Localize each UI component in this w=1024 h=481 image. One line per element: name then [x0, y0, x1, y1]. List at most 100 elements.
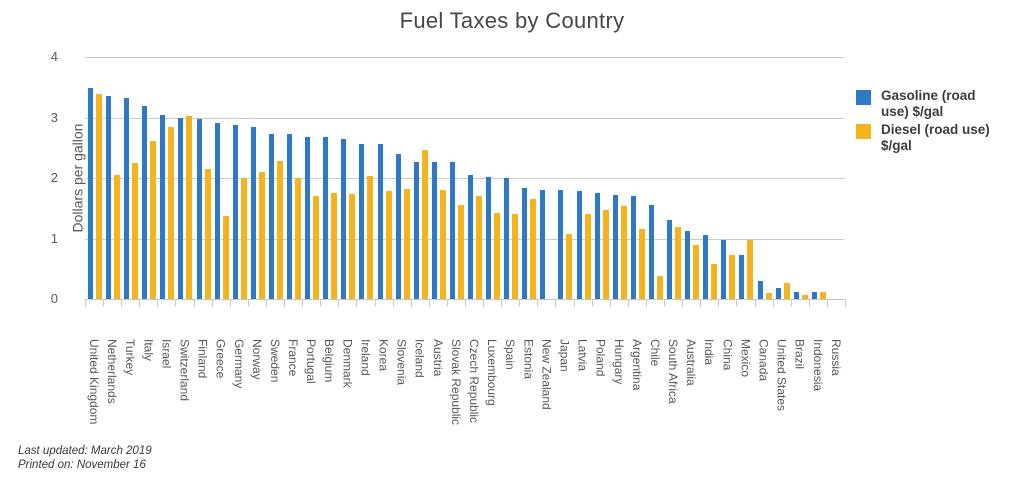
- bar-diesel-japan[interactable]: [566, 233, 573, 299]
- bar-gasoline-luxembourg[interactable]: [486, 177, 492, 299]
- bar-gasoline-france[interactable]: [287, 134, 293, 299]
- bar-diesel-denmark[interactable]: [349, 193, 356, 299]
- bar-diesel-sweden[interactable]: [276, 161, 283, 299]
- bar-gasoline-japan[interactable]: [558, 190, 564, 299]
- bar-diesel-korea[interactable]: [385, 191, 392, 299]
- bar-gasoline-norway[interactable]: [250, 126, 256, 299]
- bar-diesel-luxembourg[interactable]: [494, 213, 501, 299]
- legend-item-gasoline[interactable]: Gasoline (road use) $/gal: [856, 88, 1016, 120]
- bar-diesel-united-states[interactable]: [783, 283, 790, 299]
- bar-gasoline-south-africa[interactable]: [667, 220, 673, 299]
- bar-gasoline-turkey[interactable]: [124, 98, 130, 299]
- x-axis-tick: [754, 299, 756, 307]
- bar-diesel-south-africa[interactable]: [675, 227, 682, 299]
- bar-gasoline-canada[interactable]: [757, 281, 763, 299]
- bar-gasoline-slovak-republic[interactable]: [449, 162, 455, 299]
- bar-gasoline-italy[interactable]: [142, 106, 148, 299]
- bar-diesel-mexico[interactable]: [747, 239, 754, 299]
- bar-gasoline-argentina[interactable]: [630, 196, 636, 299]
- legend-item-diesel[interactable]: Diesel (road use) $/gal: [856, 122, 1016, 154]
- bar-diesel-canada[interactable]: [765, 292, 772, 299]
- bar-diesel-india[interactable]: [711, 263, 718, 299]
- bar-gasoline-poland[interactable]: [594, 193, 600, 299]
- bar-diesel-germany[interactable]: [240, 178, 247, 299]
- bar-diesel-australia[interactable]: [693, 244, 700, 299]
- bar-gasoline-iceland[interactable]: [413, 162, 419, 299]
- bar-gasoline-chile[interactable]: [648, 205, 654, 299]
- bar-diesel-slovak-republic[interactable]: [457, 204, 464, 299]
- bar-diesel-chile[interactable]: [656, 276, 663, 299]
- bar-gasoline-austria[interactable]: [431, 162, 437, 299]
- bar-diesel-czech-republic[interactable]: [476, 196, 482, 299]
- x-axis-label-netherlands: Netherlands: [105, 339, 120, 404]
- x-axis-label-spain: Spain: [503, 339, 518, 370]
- bar-diesel-norway[interactable]: [258, 171, 265, 299]
- bar-gasoline-hungary[interactable]: [612, 194, 618, 299]
- bar-diesel-portugal[interactable]: [313, 196, 320, 299]
- bar-gasoline-new-zealand[interactable]: [540, 189, 546, 299]
- bar-diesel-hungary[interactable]: [620, 205, 627, 299]
- bar-diesel-united-kingdom[interactable]: [96, 93, 102, 299]
- bar-gasoline-india[interactable]: [703, 235, 709, 299]
- bar-gasoline-estonia[interactable]: [522, 187, 528, 299]
- bar-diesel-indonesia[interactable]: [819, 292, 826, 299]
- bar-diesel-israel[interactable]: [168, 126, 175, 299]
- x-axis-label-slovak-republic: Slovak Republic: [448, 339, 463, 426]
- bar-diesel-poland[interactable]: [602, 210, 609, 299]
- x-axis-tick: [193, 299, 195, 307]
- bar-diesel-turkey[interactable]: [132, 163, 139, 299]
- bar-diesel-estonia[interactable]: [530, 198, 537, 299]
- bar-gasoline-portugal[interactable]: [305, 137, 311, 299]
- bar-gasoline-germany[interactable]: [232, 125, 238, 299]
- bar-diesel-spain[interactable]: [512, 213, 519, 299]
- x-axis-label-iceland: Iceland: [412, 339, 427, 378]
- bar-gasoline-united-kingdom[interactable]: [88, 88, 93, 299]
- x-axis-tick: [627, 299, 629, 307]
- bar-diesel-iceland[interactable]: [421, 150, 428, 299]
- bar-diesel-slovenia[interactable]: [403, 188, 410, 299]
- bar-gasoline-czech-republic[interactable]: [468, 174, 473, 299]
- bar-gasoline-latvia[interactable]: [576, 191, 582, 299]
- bar-gasoline-slovenia[interactable]: [395, 154, 401, 299]
- bar-diesel-latvia[interactable]: [584, 214, 591, 299]
- bar-gasoline-brazil[interactable]: [793, 291, 799, 299]
- bar-gasoline-korea[interactable]: [377, 144, 383, 299]
- bar-gasoline-switzerland[interactable]: [178, 118, 184, 299]
- legend-label-diesel: Diesel (road use) $/gal: [881, 122, 990, 153]
- bar-gasoline-sweden[interactable]: [268, 133, 274, 299]
- bar-gasoline-greece[interactable]: [214, 122, 220, 299]
- x-axis-label-slovenia: Slovenia: [394, 339, 409, 386]
- x-axis-tick: [374, 299, 376, 307]
- bar-diesel-netherlands[interactable]: [114, 174, 121, 299]
- bar-diesel-finland[interactable]: [204, 168, 211, 299]
- bar-gasoline-spain[interactable]: [504, 178, 510, 299]
- bar-diesel-austria[interactable]: [439, 189, 446, 299]
- bar-gasoline-finland[interactable]: [196, 119, 202, 299]
- bar-gasoline-australia[interactable]: [685, 231, 691, 299]
- bar-gasoline-united-states[interactable]: [775, 287, 781, 299]
- bar-diesel-greece[interactable]: [222, 215, 229, 299]
- x-axis-label-india: India: [702, 339, 717, 366]
- diesel-swatch-icon: [856, 124, 871, 139]
- bar-diesel-argentina[interactable]: [638, 228, 645, 299]
- bar-gasoline-israel[interactable]: [160, 115, 166, 299]
- bar-gasoline-denmark[interactable]: [341, 139, 347, 299]
- bar-gasoline-mexico[interactable]: [739, 254, 745, 299]
- x-axis-label-latvia: Latvia: [575, 339, 590, 372]
- x-axis-tick: [537, 299, 539, 307]
- x-axis-tick: [356, 299, 358, 307]
- bar-gasoline-ireland[interactable]: [359, 143, 365, 299]
- bar-gasoline-netherlands[interactable]: [106, 96, 112, 299]
- bar-diesel-france[interactable]: [295, 178, 302, 299]
- bar-diesel-belgium[interactable]: [331, 192, 338, 299]
- bar-gasoline-china[interactable]: [721, 240, 727, 299]
- bar-diesel-china[interactable]: [729, 255, 736, 299]
- y-tick-label-2: 2: [50, 170, 58, 185]
- bar-diesel-ireland[interactable]: [367, 176, 374, 299]
- bar-gasoline-indonesia[interactable]: [811, 292, 817, 299]
- bar-diesel-italy[interactable]: [150, 140, 157, 299]
- bar-gasoline-belgium[interactable]: [323, 137, 329, 299]
- bar-diesel-brazil[interactable]: [801, 295, 808, 299]
- legend: Gasoline (road use) $/gal Diesel (road u…: [856, 88, 1016, 156]
- bar-diesel-switzerland[interactable]: [186, 116, 193, 299]
